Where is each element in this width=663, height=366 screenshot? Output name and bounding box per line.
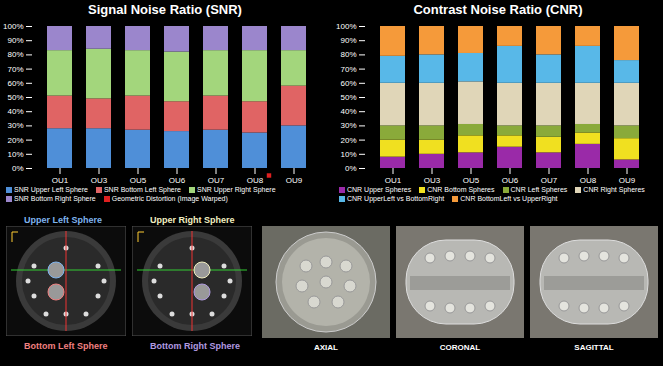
svg-text:OU6: OU6 <box>169 176 186 185</box>
svg-text:90%: 90% <box>7 36 23 45</box>
svg-text:60%: 60% <box>7 79 23 88</box>
svg-text:80%: 80% <box>7 50 23 59</box>
html-text:Bottom Right Sphere: Bottom Right Sphere <box>150 341 240 351</box>
svg-text:OU5: OU5 <box>130 176 147 185</box>
svg-text:OU7: OU7 <box>541 176 558 185</box>
html-text:CNR Right Spheres: CNR Right Spheres <box>583 186 645 193</box>
html-text:Signal Noise Ratio (SNR): Signal Noise Ratio (SNR) <box>88 2 242 17</box>
html-text:Geometric Distortion (Image Wa: Geometric Distortion (Image Warped) <box>111 195 228 203</box>
svg-text:70%: 70% <box>340 65 356 74</box>
svg-text:10%: 10% <box>7 150 23 159</box>
html-text:CNR UpperLeft vs BottomRight: CNR UpperLeft vs BottomRight <box>347 195 445 203</box>
svg-text:10%: 10% <box>340 150 356 159</box>
html-text:SNR Upper Right Sphere: SNR Upper Right Sphere <box>197 186 276 193</box>
svg-text:0%: 0% <box>345 164 357 173</box>
html-text:Contrast Noise Ratio (CNR): Contrast Noise Ratio (CNR) <box>413 2 583 17</box>
svg-text:40%: 40% <box>7 107 23 116</box>
html-text:CORONAL: CORONAL <box>439 343 481 352</box>
svg-text:90%: 90% <box>340 36 356 45</box>
svg-text:OU8: OU8 <box>247 176 264 185</box>
svg-text:OU9: OU9 <box>286 176 303 185</box>
svg-text:100%: 100% <box>336 22 356 31</box>
svg-text:OU6: OU6 <box>502 176 519 185</box>
svg-text:80%: 80% <box>340 50 356 59</box>
svg-text:20%: 20% <box>7 136 23 145</box>
svg-text:OU9: OU9 <box>619 176 636 185</box>
svg-text:OU1: OU1 <box>385 176 402 185</box>
svg-text:30%: 30% <box>7 121 23 130</box>
svg-text:70%: 70% <box>7 65 23 74</box>
svg-text:OU1: OU1 <box>52 176 69 185</box>
svg-text:50%: 50% <box>340 93 356 102</box>
svg-text:40%: 40% <box>340 107 356 116</box>
html-text:CNR BottomLeft vs UpperRight: CNR BottomLeft vs UpperRight <box>460 195 558 203</box>
html-text:SNR Bottom Right Sphere: SNR Bottom Right Sphere <box>14 195 96 203</box>
html-text:SNR Upper Left Sphere: SNR Upper Left Sphere <box>14 186 88 193</box>
html-text:SAGITTAL: SAGITTAL <box>574 343 614 352</box>
svg-text:OU3: OU3 <box>424 176 441 185</box>
svg-text:OU8: OU8 <box>580 176 597 185</box>
html-text:SNR Bottom Left Sphere: SNR Bottom Left Sphere <box>103 186 181 193</box>
html-text:Bottom Left Sphere: Bottom Left Sphere <box>24 341 108 351</box>
svg-text:20%: 20% <box>340 136 356 145</box>
svg-text:50%: 50% <box>7 93 23 102</box>
html-text:Upper Left Sphere: Upper Left Sphere <box>24 215 102 225</box>
html-text:CNR Upper Spheres: CNR Upper Spheres <box>347 186 412 193</box>
svg-text:OU3: OU3 <box>91 176 108 185</box>
html-text:CNR Bottom Spheres: CNR Bottom Spheres <box>427 186 495 193</box>
html-text:Upper Right Sphere: Upper Right Sphere <box>150 215 235 225</box>
svg-text:100%: 100% <box>3 22 23 31</box>
svg-text:OU5: OU5 <box>463 176 480 185</box>
svg-text:OU7: OU7 <box>208 176 225 185</box>
svg-text:60%: 60% <box>340 79 356 88</box>
svg-text:30%: 30% <box>340 121 356 130</box>
html-text:CNR Left Spheres: CNR Left Spheres <box>510 186 568 193</box>
html-text:AXIAL: AXIAL <box>314 343 338 352</box>
svg-text:0%: 0% <box>12 164 24 173</box>
